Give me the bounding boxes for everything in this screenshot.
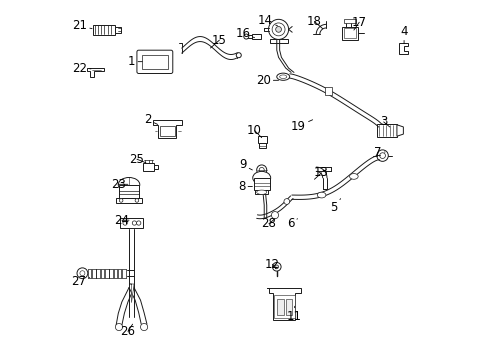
Text: 6: 6 (286, 217, 297, 230)
Bar (255, 190, 267, 194)
Bar (376, 124, 396, 137)
Polygon shape (86, 68, 104, 77)
Bar (159, 126, 175, 136)
Polygon shape (398, 43, 407, 54)
Bar (273, 295, 294, 318)
Text: 22: 22 (72, 62, 91, 75)
Circle shape (80, 271, 85, 276)
Text: 8: 8 (238, 180, 252, 193)
Circle shape (136, 221, 141, 225)
Circle shape (119, 199, 122, 202)
Text: 26: 26 (120, 324, 135, 338)
Circle shape (271, 212, 278, 219)
Text: 7: 7 (373, 145, 384, 158)
Circle shape (140, 323, 147, 330)
Bar (154, 165, 158, 169)
Circle shape (259, 167, 264, 172)
Bar (286, 299, 291, 315)
Text: 3: 3 (379, 116, 389, 129)
Text: 11: 11 (286, 306, 301, 324)
Circle shape (275, 27, 281, 32)
Text: 24: 24 (114, 214, 129, 227)
Circle shape (77, 268, 88, 279)
Polygon shape (115, 27, 121, 33)
Circle shape (379, 153, 385, 158)
Circle shape (135, 199, 139, 202)
Circle shape (115, 323, 122, 330)
Text: 15: 15 (210, 33, 226, 48)
Polygon shape (129, 284, 134, 303)
Text: 20: 20 (255, 74, 278, 87)
Text: 21: 21 (72, 19, 92, 32)
Circle shape (268, 19, 288, 40)
Text: 1: 1 (127, 55, 142, 68)
Bar (276, 299, 284, 315)
Text: 19: 19 (290, 120, 312, 133)
Ellipse shape (317, 192, 325, 198)
Text: 10: 10 (246, 124, 262, 138)
Circle shape (236, 53, 241, 58)
Bar (119, 185, 139, 198)
Bar (142, 55, 168, 69)
Polygon shape (153, 121, 182, 138)
FancyBboxPatch shape (137, 50, 172, 73)
Bar (93, 25, 115, 35)
Bar (258, 136, 266, 143)
Circle shape (132, 221, 136, 225)
Text: 2: 2 (143, 113, 158, 126)
Ellipse shape (276, 73, 289, 80)
Bar (253, 178, 269, 190)
Bar (251, 34, 260, 40)
Text: 12: 12 (264, 258, 280, 271)
Text: 23: 23 (111, 178, 128, 191)
Ellipse shape (349, 174, 357, 179)
Text: 27: 27 (71, 275, 89, 288)
Ellipse shape (256, 190, 266, 194)
Text: 25: 25 (129, 153, 145, 166)
Text: 14: 14 (257, 14, 277, 27)
Ellipse shape (279, 75, 286, 78)
Circle shape (272, 262, 281, 271)
Circle shape (376, 150, 387, 161)
Text: 28: 28 (261, 217, 276, 230)
Circle shape (122, 221, 127, 225)
Ellipse shape (118, 177, 140, 192)
Ellipse shape (252, 171, 270, 184)
Bar (325, 87, 332, 95)
Circle shape (284, 199, 289, 204)
Text: 17: 17 (351, 16, 366, 30)
Polygon shape (396, 125, 403, 136)
Bar (343, 19, 356, 23)
Bar (341, 27, 357, 40)
Bar (343, 28, 356, 39)
Circle shape (271, 23, 285, 36)
Circle shape (256, 165, 266, 175)
Polygon shape (266, 288, 300, 320)
Bar (258, 143, 265, 148)
Bar (143, 163, 154, 171)
Bar (116, 198, 142, 203)
Text: 4: 4 (400, 25, 407, 44)
Text: 18: 18 (306, 15, 322, 29)
Circle shape (244, 34, 248, 39)
Text: 16: 16 (235, 27, 254, 40)
Circle shape (274, 265, 278, 269)
Text: 5: 5 (329, 199, 340, 215)
Text: 9: 9 (239, 158, 252, 171)
Bar (120, 218, 142, 228)
Bar (269, 39, 287, 43)
Text: 13: 13 (313, 166, 328, 179)
